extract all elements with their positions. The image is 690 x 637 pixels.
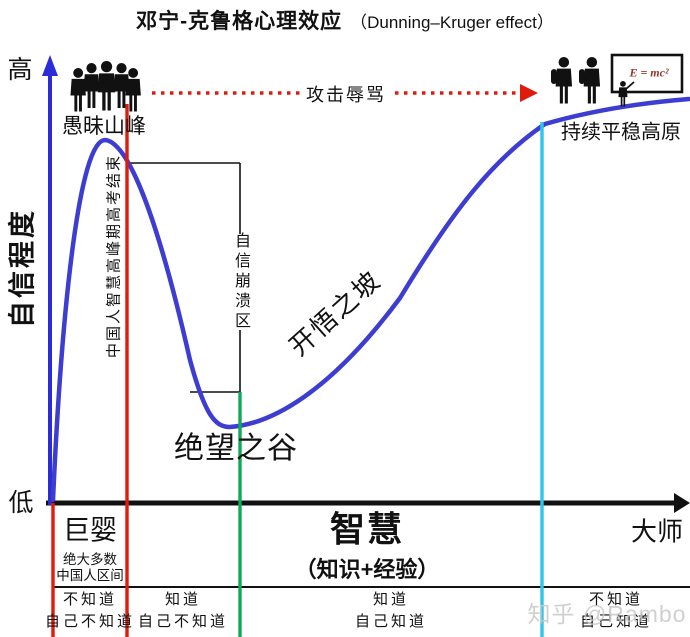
attack-arrowhead-icon [520,84,538,102]
watermark: 知乎 @Rambo [527,601,687,627]
stage-4-line1: 不知道 [588,592,644,608]
stage-2-label: 知道 自己不知道 [138,589,228,633]
collapse-zone-label: 自信崩溃区 [232,232,249,332]
y-axis-low-label: 低 [8,489,34,517]
stage-4-line2: 自己知道 [579,614,653,630]
chart-title: 邓宁-克鲁格心理效应 （Dunning–Kruger effect） [0,4,690,36]
title-zh: 邓宁-克鲁格心理效应 [136,10,343,33]
majority-region-label: 绝大多数 中国人区间 [56,552,124,583]
y-axis-high-label: 高 [7,56,33,84]
stage-1-line2: 自己不知道 [44,614,136,630]
crowd-icon [70,61,141,112]
valley-label: 绝望之谷 [174,432,298,465]
students-icon [551,57,600,104]
attack-label: 攻击辱骂 [301,81,391,107]
x-axis-left-label: 巨婴 [63,515,117,546]
y-axis-title: 自信程度 [7,208,38,328]
x-axis-arrow-icon [674,493,690,513]
y-axis-arrow-icon [42,55,58,76]
stage-2-line2: 自己不知道 [137,614,229,630]
title-en: （Dunning–Kruger effect） [350,12,554,32]
peak-label: 愚昧山峰 [62,115,146,138]
stage-3-label: 知道 自己知道 [355,589,427,633]
stage-1-line1: 不知道 [62,592,118,608]
y-axis [42,55,58,505]
x-axis-right-label: 大师 [630,516,684,547]
stage-1-label: 不知道 自己不知道 [45,589,135,633]
presenter-icon [618,81,635,107]
collapse-zone-bracket [127,162,241,393]
stage-3-line2: 自己知道 [354,614,428,630]
plateau-label: 持续平稳高原 [561,121,681,144]
stage-2-line1: 知道 [164,592,202,608]
stage-3-line1: 知道 [372,592,410,608]
blackboard-formula: E = mc² [629,65,669,80]
confidence-curve [50,96,690,503]
stage-4-label: 不知道 自己知道 [580,589,652,633]
x-axis-subtitle: （知识+经验） [294,557,440,582]
x-axis-title: 智慧 [329,510,405,550]
x-axis [46,493,690,513]
